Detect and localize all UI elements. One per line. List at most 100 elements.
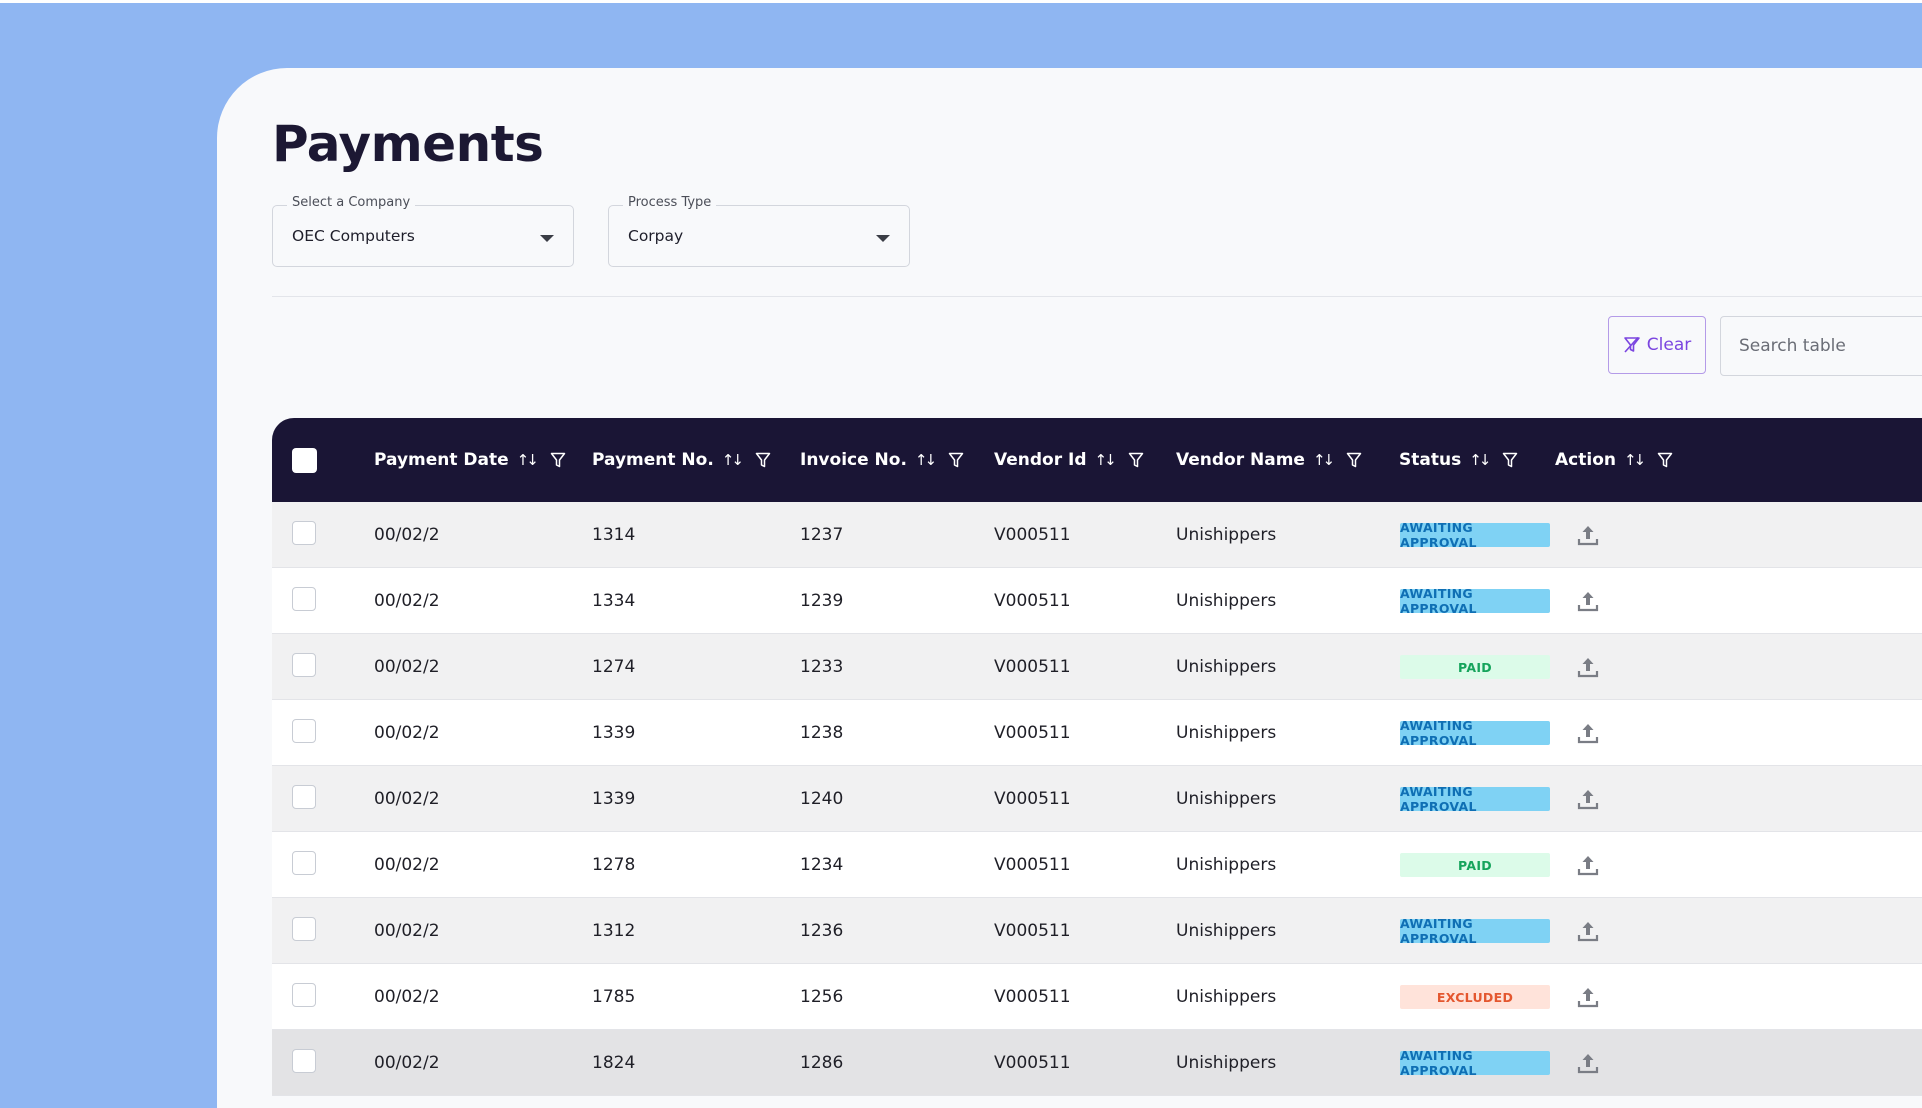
upload-icon[interactable] <box>1575 918 1601 944</box>
sort-icon[interactable]: ↑↓ <box>516 451 539 469</box>
filter-icon[interactable] <box>1346 452 1362 469</box>
company-select[interactable]: Select a Company OEC Computers <box>272 195 574 267</box>
payment-no-cell: 1312 <box>592 921 636 941</box>
payment-no-cell: 1314 <box>592 525 636 545</box>
row-checkbox[interactable] <box>292 521 316 545</box>
table-row[interactable]: 00/02/2 1314 1237 V000511 Unishippers AWAITIN… <box>272 502 1922 568</box>
upload-icon[interactable] <box>1575 786 1601 812</box>
payments-table: Payment Date ↑↓ Payment No. ↑↓ Invoice No. ↑↓… <box>272 418 1922 1096</box>
upload-icon[interactable] <box>1575 654 1601 680</box>
invoice-no-cell: 1256 <box>800 987 844 1007</box>
table-row[interactable]: 00/02/2 1785 1256 V000511 Unishippers EXCLUDE… <box>272 964 1922 1030</box>
payment-date-cell: 00/02/2 <box>374 525 440 545</box>
column-header-action[interactable]: Action ↑↓ <box>1555 418 1673 502</box>
upload-icon[interactable] <box>1575 720 1601 746</box>
status-badge: AWAITING APPROVAL <box>1400 586 1550 616</box>
column-header-payment-no[interactable]: Payment No. ↑↓ <box>592 418 771 502</box>
row-checkbox[interactable] <box>292 653 316 677</box>
vendor-name-cell: Unishippers <box>1176 1053 1277 1073</box>
filter-clear-icon <box>1623 336 1640 353</box>
vendor-id-cell: V000511 <box>994 987 1071 1007</box>
invoice-no-cell: 1238 <box>800 723 844 743</box>
invoice-no-cell: 1236 <box>800 921 844 941</box>
payment-date-cell: 00/02/2 <box>374 789 440 809</box>
upload-icon[interactable] <box>1575 1050 1601 1076</box>
upload-icon[interactable] <box>1575 588 1601 614</box>
column-header-invoice-no[interactable]: Invoice No. ↑↓ <box>800 418 964 502</box>
payment-date-cell: 00/02/2 <box>374 921 440 941</box>
column-header-label: Payment No. <box>592 450 714 470</box>
payment-no-cell: 1339 <box>592 789 636 809</box>
invoice-no-cell: 1234 <box>800 855 844 875</box>
company-select-label: Select a Company <box>287 195 416 210</box>
filter-icon[interactable] <box>550 452 566 469</box>
column-header-status[interactable]: Status ↑↓ <box>1399 418 1518 502</box>
payment-date-cell: 00/02/2 <box>374 591 440 611</box>
column-header-vendor-name[interactable]: Vendor Name ↑↓ <box>1176 418 1362 502</box>
filter-icon[interactable] <box>1657 452 1673 469</box>
sort-icon[interactable]: ↑↓ <box>1469 451 1491 469</box>
sort-icon[interactable]: ↑↓ <box>1623 451 1646 469</box>
row-checkbox[interactable] <box>292 587 316 611</box>
status-badge: AWAITING APPROVAL <box>1400 784 1550 814</box>
column-header-label: Payment Date <box>374 450 509 470</box>
status-badge: PAID <box>1400 655 1550 679</box>
upload-icon[interactable] <box>1575 984 1601 1010</box>
invoice-no-cell: 1286 <box>800 1053 844 1073</box>
vendor-name-cell: Unishippers <box>1176 525 1277 545</box>
row-checkbox[interactable] <box>292 785 316 809</box>
column-header-vendor-id[interactable]: Vendor Id ↑↓ <box>994 418 1144 502</box>
sort-icon[interactable]: ↑↓ <box>721 451 744 469</box>
table-row[interactable]: 00/02/2 1339 1238 V000511 Unishippers AWAITIN… <box>272 700 1922 766</box>
sort-icon[interactable]: ↑↓ <box>1312 451 1335 469</box>
select-all-checkbox[interactable] <box>292 448 317 473</box>
vendor-name-cell: Unishippers <box>1176 921 1277 941</box>
column-header-label: Vendor Id <box>994 450 1087 470</box>
table-row[interactable]: 00/02/2 1339 1240 V000511 Unishippers AWAITIN… <box>272 766 1922 832</box>
process-type-select[interactable]: Process Type Corpay <box>608 195 910 267</box>
vendor-id-cell: V000511 <box>994 789 1071 809</box>
table-header: Payment Date ↑↓ Payment No. ↑↓ Invoice No. ↑↓… <box>272 418 1922 502</box>
payment-no-cell: 1278 <box>592 855 636 875</box>
vendor-name-cell: Unishippers <box>1176 723 1277 743</box>
vendor-name-cell: Unishippers <box>1176 591 1277 611</box>
top-strip <box>0 0 1922 3</box>
status-badge: AWAITING APPROVAL <box>1400 520 1550 550</box>
payment-no-cell: 1339 <box>592 723 636 743</box>
row-checkbox[interactable] <box>292 719 316 743</box>
upload-icon[interactable] <box>1575 522 1601 548</box>
payment-no-cell: 1824 <box>592 1053 636 1073</box>
table-row[interactable]: 00/02/2 1824 1286 V000511 Unishippers AWAITIN… <box>272 1030 1922 1096</box>
status-badge: PAID <box>1400 853 1550 877</box>
filter-icon[interactable] <box>1502 452 1518 469</box>
row-checkbox[interactable] <box>292 851 316 875</box>
row-checkbox[interactable] <box>292 983 316 1007</box>
sort-icon[interactable]: ↑↓ <box>1094 451 1117 469</box>
vendor-name-cell: Unishippers <box>1176 855 1277 875</box>
filter-icon[interactable] <box>755 452 771 469</box>
chevron-down-icon <box>540 235 554 242</box>
row-checkbox[interactable] <box>292 917 316 941</box>
invoice-no-cell: 1239 <box>800 591 844 611</box>
payment-date-cell: 00/02/2 <box>374 1053 440 1073</box>
row-checkbox[interactable] <box>292 1049 316 1073</box>
payment-no-cell: 1334 <box>592 591 636 611</box>
payments-panel: Payments Select a Company OEC Computers … <box>217 68 1922 1108</box>
table-row[interactable]: 00/02/2 1278 1234 V000511 Unishippers PAID <box>272 832 1922 898</box>
sort-icon[interactable]: ↑↓ <box>914 451 937 469</box>
divider <box>272 296 1922 297</box>
filter-icon[interactable] <box>948 452 964 469</box>
clear-filters-button[interactable]: Clear <box>1608 316 1706 374</box>
table-row[interactable]: 00/02/2 1274 1233 V000511 Unishippers PAID <box>272 634 1922 700</box>
table-row[interactable]: 00/02/2 1312 1236 V000511 Unishippers AWAITIN… <box>272 898 1922 964</box>
upload-icon[interactable] <box>1575 852 1601 878</box>
column-header-label: Invoice No. <box>800 450 907 470</box>
column-header-payment-date[interactable]: Payment Date ↑↓ <box>374 418 566 502</box>
table-row[interactable]: 00/02/2 1334 1239 V000511 Unishippers AWAITIN… <box>272 568 1922 634</box>
column-header-label: Vendor Name <box>1176 450 1305 470</box>
vendor-name-cell: Unishippers <box>1176 657 1277 677</box>
vendor-id-cell: V000511 <box>994 855 1071 875</box>
payment-no-cell: 1785 <box>592 987 636 1007</box>
search-input[interactable] <box>1720 316 1922 376</box>
filter-icon[interactable] <box>1128 452 1144 469</box>
